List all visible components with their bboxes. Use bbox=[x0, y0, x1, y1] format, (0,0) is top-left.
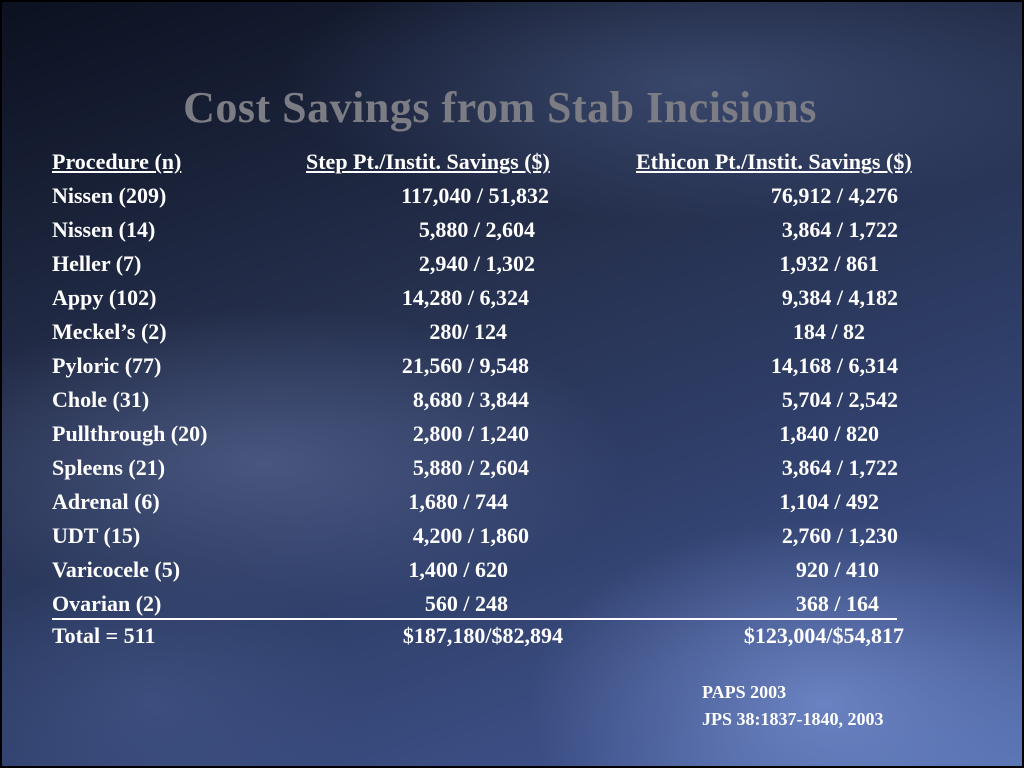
table-row: Pyloric (77) 21,560 / 9,548 14,168 / 6,3… bbox=[0, 351, 1024, 381]
ethicon-savings-cell: 1,932 / 861 bbox=[779, 251, 879, 276]
procedure-cell: Ovarian (2) bbox=[52, 591, 162, 616]
step-savings-cell: 8,680 / 3,844 bbox=[412, 387, 529, 412]
table-row: Adrenal (6) 1,680 / 744 1,104 / 492 bbox=[0, 487, 1024, 517]
ethicon-savings-cell: 3,864 / 1,722 bbox=[781, 217, 898, 242]
ethicon-savings-cell: 1,104 / 492 bbox=[779, 489, 879, 514]
step-savings-cell: 560 / 248 bbox=[424, 591, 508, 616]
ethicon-savings-cell: 76,912 / 4,276 bbox=[770, 183, 898, 208]
header-ethicon-savings: Ethicon Pt./Instit. Savings ($) bbox=[636, 149, 912, 174]
procedure-cell: Meckel’s (2) bbox=[52, 319, 167, 344]
step-savings-cell: 21,560 / 9,548 bbox=[401, 353, 529, 378]
step-savings-cell: 14,280 / 6,324 bbox=[401, 285, 529, 310]
ethicon-savings-cell: 9,384 / 4,182 bbox=[781, 285, 898, 310]
table-row: Pullthrough (20) 2,800 / 1,240 1,840 / 8… bbox=[0, 419, 1024, 449]
procedure-cell: Spleens (21) bbox=[52, 455, 166, 480]
header-procedure: Procedure (n) bbox=[52, 149, 182, 174]
step-savings-cell: 1,400 / 620 bbox=[408, 557, 508, 582]
step-savings-cell: 5,880 / 2,604 bbox=[412, 455, 529, 480]
step-savings-cell: 5,880 / 2,604 bbox=[418, 217, 535, 242]
procedure-cell: Pullthrough (20) bbox=[52, 421, 208, 446]
ethicon-savings-cell: 3,864 / 1,722 bbox=[781, 455, 898, 480]
procedure-cell: Heller (7) bbox=[52, 251, 142, 276]
step-savings-cell: 1,680 / 744 bbox=[408, 489, 508, 514]
reference-line: PAPS 2003 bbox=[702, 682, 787, 702]
step-savings-cell: 117,040 / 51,832 bbox=[401, 183, 549, 208]
table-row: Heller (7) 2,940 / 1,302 1,932 / 861 bbox=[0, 249, 1024, 279]
step-savings-cell: 4,200 / 1,860 bbox=[412, 523, 529, 548]
procedure-cell: Nissen (14) bbox=[52, 217, 156, 242]
step-savings-cell: 2,940 / 1,302 bbox=[418, 251, 535, 276]
procedure-cell: Appy (102) bbox=[52, 285, 157, 310]
table-header-row: Procedure (n) Step Pt./Instit. Savings (… bbox=[0, 147, 1024, 177]
step-savings-cell: 2,800 / 1,240 bbox=[412, 421, 529, 446]
table-row: Varicocele (5) 1,400 / 620 920 / 410 bbox=[0, 555, 1024, 585]
procedure-cell: Adrenal (6) bbox=[52, 489, 160, 514]
table-row: Ovarian (2) 560 / 248 368 / 164 bbox=[0, 589, 1024, 619]
procedure-cell: Chole (31) bbox=[52, 387, 150, 412]
table-row: UDT (15) 4,200 / 1,860 2,760 / 1,230 bbox=[0, 521, 1024, 551]
ethicon-savings-cell: 184 / 82 bbox=[792, 319, 865, 344]
table-row: Nissen (209) 117,040 / 51,832 76,912 / 4… bbox=[0, 181, 1024, 211]
table-row: Nissen (14) 5,880 / 2,604 3,864 / 1,722 bbox=[0, 215, 1024, 245]
procedure-cell: Nissen (209) bbox=[52, 183, 167, 208]
slide-title: Cost Savings from Stab Incisions bbox=[183, 83, 817, 132]
table-row: Appy (102) 14,280 / 6,324 9,384 / 4,182 bbox=[0, 283, 1024, 313]
table-row: Chole (31) 8,680 / 3,844 5,704 / 2,542 bbox=[0, 385, 1024, 415]
procedure-cell: Pyloric (77) bbox=[52, 353, 162, 378]
ethicon-savings-cell: 1,840 / 820 bbox=[779, 421, 879, 446]
total-step-savings: $187,180/$82,894 bbox=[402, 623, 563, 648]
step-savings-cell: 280/ 124 bbox=[429, 319, 507, 344]
ethicon-savings-cell: 14,168 / 6,314 bbox=[770, 353, 898, 378]
table-total-row: Total = 511 $187,180/$82,894 $123,004/$5… bbox=[0, 621, 1024, 651]
ethicon-savings-cell: 5,704 / 2,542 bbox=[781, 387, 898, 412]
procedure-cell: Varicocele (5) bbox=[52, 557, 181, 582]
header-step-savings: Step Pt./Instit. Savings ($) bbox=[306, 149, 550, 174]
table-row: Meckel’s (2) 280/ 124 184 / 82 bbox=[0, 317, 1024, 347]
ethicon-savings-cell: 920 / 410 bbox=[795, 557, 879, 582]
total-label: Total = 511 bbox=[52, 623, 156, 648]
total-ethicon-savings: $123,004/$54,817 bbox=[743, 623, 904, 648]
procedure-cell: UDT (15) bbox=[52, 523, 141, 548]
table-row: Spleens (21) 5,880 / 2,604 3,864 / 1,722 bbox=[0, 453, 1024, 483]
ethicon-savings-cell: 2,760 / 1,230 bbox=[781, 523, 898, 548]
reference-line: JPS 38:1837-1840, 2003 bbox=[702, 709, 884, 729]
ethicon-savings-cell: 368 / 164 bbox=[795, 591, 879, 616]
table-total-rule bbox=[52, 618, 897, 620]
